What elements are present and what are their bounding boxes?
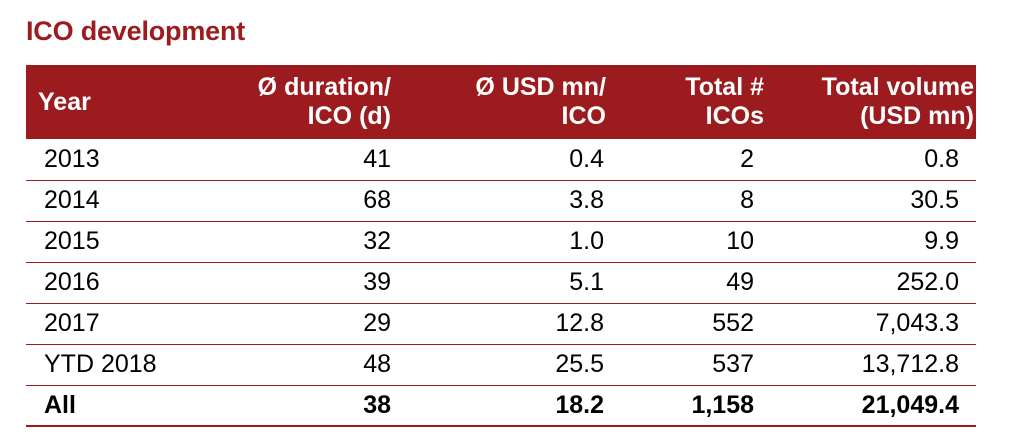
cell-avg-duration: 41 — [363, 144, 391, 173]
table-header-row: Year Ø duration/ ICO (d) Ø USD mn/ ICO T… — [26, 65, 976, 139]
cell-year: 2017 — [44, 309, 100, 337]
cell-total-icos: 8 — [740, 186, 754, 214]
cell-avg-usd: 0.4 — [569, 144, 604, 173]
header-line: Ø USD mn/ — [475, 73, 606, 101]
cell-year: 2013 — [44, 144, 100, 173]
cell-total-icos: 2 — [740, 144, 754, 173]
cell-year: 2016 — [44, 268, 100, 296]
cell-total-icos: 537 — [712, 350, 754, 378]
cell-avg-duration: 32 — [363, 227, 391, 255]
cell-avg-usd: 5.1 — [569, 268, 604, 296]
header-line: ICO — [561, 102, 606, 130]
table-row: 2014 68 3.8 8 30.5 — [26, 180, 976, 221]
table-row: 2013 41 0.4 2 0.8 — [26, 139, 976, 180]
cell-total-volume: 30.5 — [910, 186, 959, 214]
cell-avg-duration: 39 — [363, 268, 391, 296]
column-header-total-volume: Total volume (USD mn) — [774, 65, 976, 139]
cell-year: YTD 2018 — [44, 350, 157, 378]
cell-total-volume: 0.8 — [924, 144, 959, 173]
column-header-year: Year — [26, 65, 216, 139]
header-line: (USD mn) — [860, 102, 974, 130]
cell-year-total: All — [44, 390, 76, 419]
header-line: Total volume — [821, 73, 974, 101]
table-row: 2017 29 12.8 552 7,043.3 — [26, 303, 976, 344]
total-row: All 38 18.2 1,158 21,049.4 — [26, 385, 976, 426]
header-line: Total # — [685, 73, 764, 101]
table-row: 2015 32 1.0 10 9.9 — [26, 221, 976, 262]
cell-avg-usd: 25.5 — [555, 350, 604, 378]
header-line: Ø duration/ — [257, 73, 391, 101]
cell-year: 2014 — [44, 186, 100, 214]
cell-avg-usd: 1.0 — [569, 227, 604, 255]
table-title: ICO development — [26, 16, 246, 46]
cell-total-volume-total: 21,049.4 — [861, 390, 959, 419]
cell-total-icos: 552 — [712, 309, 754, 337]
ico-development-table: Year Ø duration/ ICO (d) Ø USD mn/ ICO T… — [26, 65, 976, 427]
header-line: ICO (d) — [307, 102, 391, 130]
header-line: Year — [38, 87, 91, 116]
column-header-total-icos: Total # ICOs — [616, 65, 774, 139]
cell-total-icos: 10 — [726, 227, 754, 255]
cell-total-volume: 7,043.3 — [875, 309, 959, 337]
cell-avg-duration: 29 — [363, 309, 391, 337]
cell-avg-usd-total: 18.2 — [555, 390, 604, 419]
cell-avg-duration-total: 38 — [363, 390, 391, 419]
table-row: 2016 39 5.1 49 252.0 — [26, 262, 976, 303]
cell-total-volume: 13,712.8 — [861, 350, 959, 378]
cell-avg-usd: 12.8 — [555, 309, 604, 337]
header-line: ICOs — [705, 102, 764, 130]
table-row: YTD 2018 48 25.5 537 13,712.8 — [26, 344, 976, 385]
cell-total-icos: 49 — [726, 268, 754, 296]
cell-total-volume: 252.0 — [896, 268, 959, 296]
cell-year: 2015 — [44, 227, 100, 255]
column-header-avg-usd: Ø USD mn/ ICO — [401, 65, 616, 139]
cell-total-icos-total: 1,158 — [691, 390, 754, 419]
cell-avg-duration: 48 — [363, 350, 391, 378]
cell-avg-duration: 68 — [363, 186, 391, 214]
cell-total-volume: 9.9 — [924, 227, 959, 255]
cell-avg-usd: 3.8 — [569, 186, 604, 214]
column-header-avg-duration: Ø duration/ ICO (d) — [216, 65, 401, 139]
